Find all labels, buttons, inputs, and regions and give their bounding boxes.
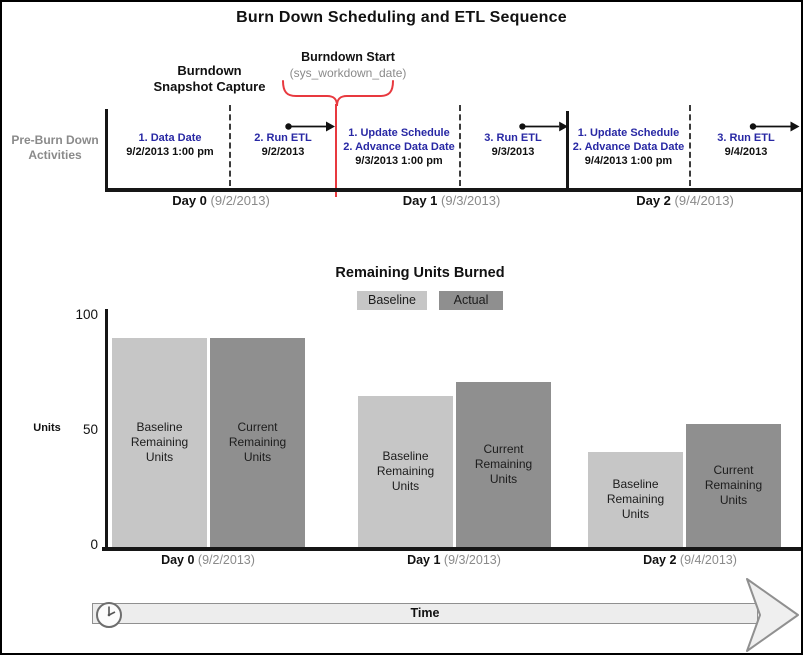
chart-day-label: Day 0 (9/2/2013): [108, 553, 308, 567]
actual-bar: Current Remaining Units: [686, 424, 781, 547]
bar-label: Baseline Remaining Units: [606, 477, 665, 521]
step-date: 9/3/2013: [491, 146, 535, 158]
day-name: Day 0: [172, 193, 207, 208]
step-label: 1. Update Schedule: [348, 127, 450, 139]
step-label: 2. Advance Data Date: [343, 141, 455, 153]
step-label: 2. Run ETL: [254, 132, 312, 144]
step-label: 1. Update Schedule: [577, 127, 680, 139]
day-date: (9/3/2013): [441, 193, 501, 208]
step-date: 9/4/2013 1:00 pm: [584, 155, 673, 167]
y-tick: 0: [90, 537, 98, 552]
day-date: (9/3/2013): [443, 553, 501, 567]
day-name: Day 2: [643, 553, 677, 567]
baseline-bar: Baseline Remaining Units: [112, 338, 207, 547]
timeline-dashed-divider: [689, 105, 691, 186]
actual-bar: Current Remaining Units: [456, 382, 551, 547]
step-date: 9/3/2013 1:00 pm: [355, 155, 443, 167]
actual-bar: Current Remaining Units: [210, 338, 305, 547]
bar-label: Current Remaining Units: [228, 420, 287, 464]
step-label: 3. Run ETL: [717, 132, 775, 144]
step-label: 2. Advance Data Date: [572, 141, 685, 153]
legend-baseline: Baseline: [357, 291, 427, 310]
pre-burn-activities-label: Pre-Burn Down Activities: [11, 133, 99, 162]
y-tick: 100: [75, 307, 98, 322]
timeline-item: 1. Update Schedule 2. Advance Data Date …: [569, 126, 688, 168]
timeline-item: 3. Run ETL 9/4/2013: [692, 131, 800, 159]
timeline-item: 3. Run ETL 9/3/2013: [462, 131, 564, 159]
burndown-snapshot-label: Burndown Snapshot Capture: [153, 63, 266, 94]
chart-day-label: Day 1 (9/3/2013): [354, 553, 554, 567]
timeline-baseline: [106, 188, 801, 192]
day-date: (9/2/2013): [197, 553, 255, 567]
baseline-bar: Baseline Remaining Units: [358, 396, 453, 547]
bar-group-day1: Baseline Remaining Units Current Remaini…: [358, 315, 551, 547]
burndown-start-sublabel: (sys_workdown_date): [289, 66, 407, 80]
timeline-item: 1. Data Date 9/2/2013 1:00 pm: [112, 131, 228, 159]
day-name: Day 1: [402, 193, 438, 208]
burndown-start-label: Burndown Start: [301, 50, 395, 64]
brace-icon: [282, 80, 394, 107]
bar-label: Baseline Remaining Units: [376, 449, 435, 493]
day-date: (9/4/2013): [674, 193, 734, 208]
day-name: Day 2: [636, 193, 671, 208]
y-axis-label: Units: [33, 422, 61, 434]
run-etl-arrow-icon: [519, 121, 569, 132]
step-label: 1. Data Date: [138, 132, 202, 144]
timeline-day-label: Day 1 (9/3/2013): [336, 193, 567, 211]
bar-group-day0: Baseline Remaining Units Current Remaini…: [112, 315, 305, 547]
bar-group-day2: Baseline Remaining Units Current Remaini…: [588, 315, 781, 547]
timeline-dashed-divider: [459, 105, 461, 186]
timeline-left-cap: [105, 109, 108, 192]
day-name: Day 0: [161, 553, 195, 567]
legend-actual: Actual: [439, 291, 503, 310]
time-arrowhead-icon: [746, 578, 799, 652]
day-date: (9/2/2013): [210, 193, 270, 208]
bar-label: Current Remaining Units: [474, 442, 533, 486]
timeline-item: 2. Run ETL 9/2/2013: [233, 131, 333, 159]
timeline-day-label: Day 2 (9/4/2013): [567, 193, 801, 211]
step-label: 3. Run ETL: [484, 132, 542, 144]
bar-label: Baseline Remaining Units: [130, 420, 189, 464]
step-date: 9/2/2013 1:00 pm: [126, 146, 214, 158]
burndown-start-annotation: Burndown Start (sys_workdown_date): [272, 49, 424, 81]
timeline-day-divider: [566, 111, 569, 192]
time-axis-bar: Time: [92, 603, 758, 624]
bar-label: Current Remaining Units: [704, 463, 763, 507]
run-etl-arrow-icon: [285, 121, 335, 132]
chart-title: Remaining Units Burned: [335, 265, 505, 281]
y-tick: 50: [82, 422, 98, 437]
timeline-day-label: Day 0 (9/2/2013): [106, 193, 336, 211]
time-label: Time: [410, 606, 440, 620]
clock-icon: [96, 602, 122, 628]
timeline-dashed-divider: [229, 105, 231, 186]
step-date: 9/2/2013: [261, 146, 305, 158]
y-axis: [105, 309, 108, 550]
run-etl-arrow-icon: [749, 121, 800, 132]
step-date: 9/4/2013: [724, 146, 768, 158]
burndown-start-line: [335, 104, 337, 197]
timeline-item: 1. Update Schedule 2. Advance Data Date …: [339, 126, 459, 168]
chart-day-label: Day 2 (9/4/2013): [590, 553, 790, 567]
day-date: (9/4/2013): [679, 553, 737, 567]
day-name: Day 1: [407, 553, 441, 567]
baseline-bar: Baseline Remaining Units: [588, 452, 683, 547]
x-axis: [102, 547, 801, 551]
page-title: Burn Down Scheduling and ETL Sequence: [236, 9, 567, 26]
